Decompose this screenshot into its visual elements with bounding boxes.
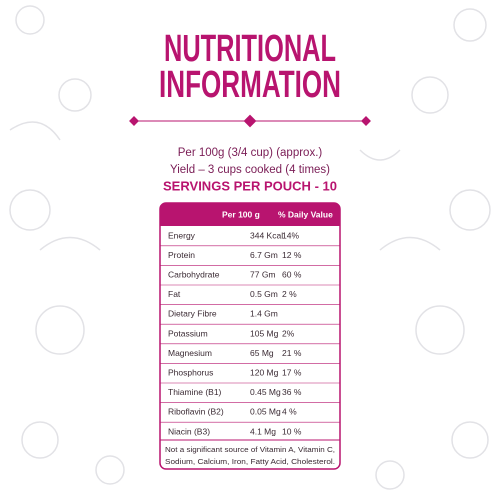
table-cell: 14% xyxy=(282,230,299,240)
table-cell: Energy xyxy=(168,230,196,240)
table-cell: Magnesium xyxy=(168,348,212,358)
table-cell: Thiamine (B1) xyxy=(168,387,222,397)
table-cell: Riboflavin (B2) xyxy=(168,407,224,417)
table-cell: 4.1 Mg xyxy=(250,426,276,436)
serving-info: Per 100g (3/4 cup) (approx.) xyxy=(178,147,323,159)
serving-info: Yield – 3 cups cooked (4 times) xyxy=(170,164,330,176)
table-header: Per 100 g xyxy=(222,209,260,219)
table-cell: 36 % xyxy=(282,387,302,397)
table-header: % Daily Value xyxy=(278,209,333,219)
table-cell: 17 % xyxy=(282,367,302,377)
table-cell: 0.45 Mg xyxy=(250,387,281,397)
servings-per-pouch: SERVINGS PER POUCH - 10 xyxy=(163,178,337,193)
footnote: Not a significant source of Vitamin A, V… xyxy=(165,445,335,454)
table-cell: Niacin (B3) xyxy=(168,426,210,436)
footnote: Sodium, Calcium, Iron, Fatty Acid, Chole… xyxy=(165,457,335,466)
table-cell: 12 % xyxy=(282,250,302,260)
table-cell: 105 Mg xyxy=(250,328,279,338)
table-cell: 120 Mg xyxy=(250,367,279,377)
table-cell: 2 % xyxy=(282,289,297,299)
table-cell: Potassium xyxy=(168,328,208,338)
table-cell: 4 % xyxy=(282,407,297,417)
title: INFORMATION xyxy=(159,64,341,106)
table-cell: 60 % xyxy=(282,269,302,279)
table-cell: 0.5 Gm xyxy=(250,289,278,299)
table-cell: 21 % xyxy=(282,348,302,358)
table-cell: 10 % xyxy=(282,426,302,436)
table-cell: Phosphorus xyxy=(168,367,213,377)
table-cell: Protein xyxy=(168,250,195,260)
table-cell: 344 Kcal xyxy=(250,230,283,240)
background-doodles xyxy=(9,5,491,490)
table-cell: 77 Gm xyxy=(250,269,276,279)
table-cell: Fat xyxy=(168,289,181,299)
table-cell: 2% xyxy=(282,328,295,338)
table-cell: Dietary Fibre xyxy=(168,309,217,319)
table-cell: 65 Mg xyxy=(250,348,274,358)
table-cell: 1.4 Gm xyxy=(250,309,278,319)
table-header-bg xyxy=(160,203,340,226)
table-cell: Carbohydrate xyxy=(168,269,220,279)
table-cell: 0.05 Mg xyxy=(250,407,281,417)
title: NUTRITIONAL xyxy=(164,28,336,70)
divider xyxy=(129,114,371,128)
table-cell: 6.7 Gm xyxy=(250,250,278,260)
